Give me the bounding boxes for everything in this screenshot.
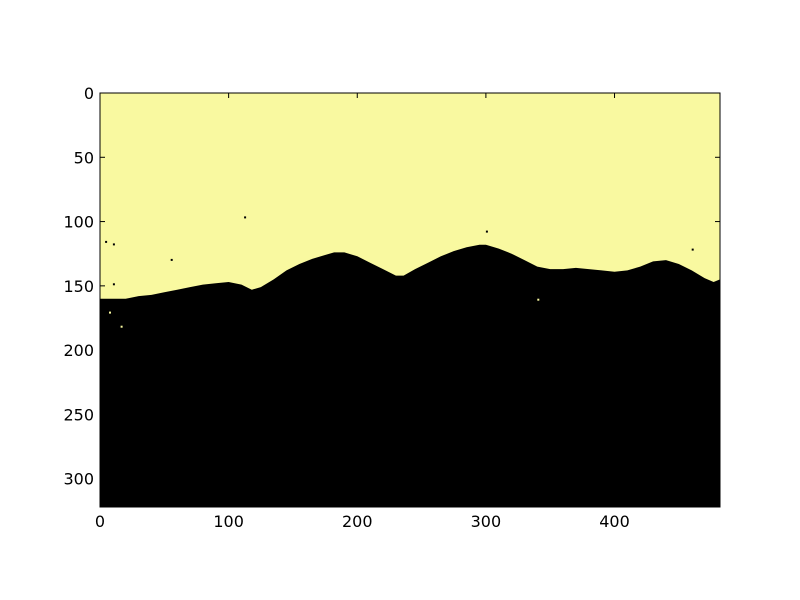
speckle (170, 258, 173, 261)
y-tick-label: 150 (63, 277, 94, 296)
axes-frame (99, 92, 721, 508)
x-tick-label: 100 (213, 512, 244, 531)
speckle (105, 240, 108, 243)
speckle (120, 325, 123, 328)
x-tick-label: 400 (599, 512, 630, 531)
speckle (449, 262, 452, 265)
speckles (105, 216, 694, 328)
lower-region (100, 244, 720, 507)
speckle (485, 230, 488, 233)
speckle (112, 283, 115, 286)
y-tick-label: 50 (74, 148, 94, 167)
plot-area (100, 93, 720, 507)
speckle (112, 243, 115, 246)
speckle (109, 311, 111, 314)
y-tick-label: 250 (63, 405, 94, 424)
y-tick-label: 0 (84, 84, 94, 103)
speckle (537, 298, 540, 301)
x-tick-label: 200 (342, 512, 373, 531)
speckle (691, 248, 694, 251)
y-tick-label: 100 (63, 213, 94, 232)
x-axis-ticks: 0 100 200 300 400 (95, 93, 630, 531)
y-axis-ticks: 0 50 100 150 200 250 300 (63, 84, 720, 489)
y-tick-label: 200 (63, 341, 94, 360)
speckle (128, 293, 131, 296)
speckle (244, 216, 247, 219)
x-tick-label: 300 (471, 512, 502, 531)
y-tick-label: 300 (63, 470, 94, 489)
x-tick-label: 0 (95, 512, 105, 531)
